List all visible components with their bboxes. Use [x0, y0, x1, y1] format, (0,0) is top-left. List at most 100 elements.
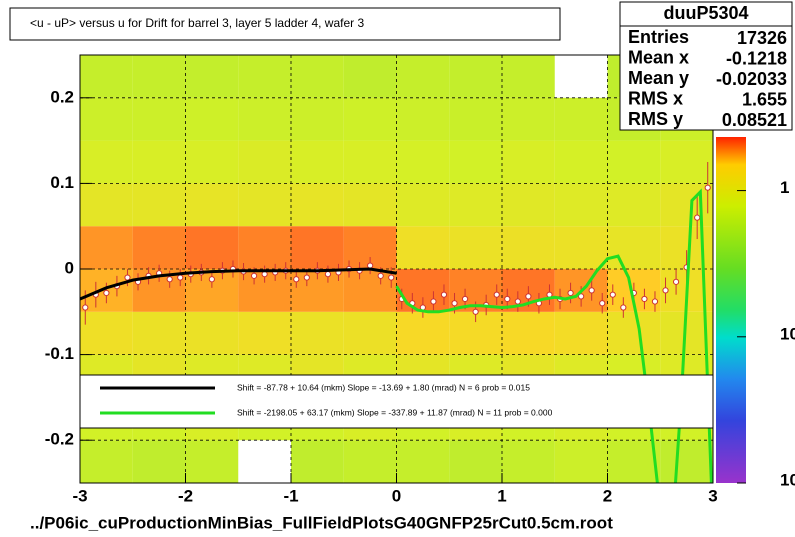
heatmap-cell — [343, 311, 397, 355]
heatmap-cell — [554, 183, 608, 227]
heatmap-cell — [291, 97, 344, 141]
heatmap-cell — [554, 440, 608, 483]
heatmap-cell — [185, 55, 239, 98]
heatmap-cell — [343, 269, 397, 312]
heatmap-cell — [185, 440, 239, 483]
stats-value: 1.655 — [742, 89, 787, 109]
heatmap-cell — [185, 311, 239, 355]
heatmap-cell — [502, 226, 555, 269]
x-tick-label: -3 — [72, 486, 87, 505]
profile-point — [694, 214, 701, 221]
stats-value: 0.08521 — [722, 110, 787, 130]
profile-point — [166, 276, 173, 283]
profile-point — [672, 278, 680, 285]
heatmap-cell — [396, 440, 450, 483]
y-tick-label: 0.2 — [50, 87, 74, 106]
heatmap-cell — [238, 140, 291, 184]
heatmap-cell — [291, 183, 344, 227]
heatmap-cell — [343, 183, 397, 227]
profile-point — [293, 276, 300, 283]
heatmap-cell — [502, 97, 555, 141]
stats-value: -0.1218 — [726, 48, 787, 68]
profile-point — [504, 295, 511, 303]
heatmap-cell — [449, 97, 502, 141]
heatmap-cell — [80, 311, 133, 355]
heatmap-cell — [291, 55, 344, 98]
stats-name: duuP5304 — [663, 3, 748, 23]
heatmap-cell — [238, 55, 291, 98]
plot-area — [80, 55, 713, 483]
chart-title: <u - uP> versus u for Drift for barrel 3… — [30, 16, 364, 30]
profile-point — [461, 295, 469, 303]
y-tick-label: -0.1 — [45, 344, 74, 363]
heatmap-cell — [132, 183, 186, 227]
heatmap-cell — [449, 440, 502, 483]
heatmap-cell — [607, 140, 661, 184]
stats-key: Entries — [628, 27, 689, 47]
heatmap-cell — [449, 140, 502, 184]
heatmap-cell — [343, 55, 397, 98]
heatmap-cell — [238, 183, 291, 227]
stats-box — [619, 1, 793, 131]
stats-value: -0.02033 — [716, 69, 787, 89]
heatmap-cell — [291, 140, 344, 184]
heatmap-cell — [238, 97, 291, 141]
profile-point — [103, 289, 110, 297]
profile-point — [609, 291, 616, 298]
heatmap-cell — [502, 183, 555, 227]
heatmap-cell — [502, 140, 555, 184]
legend-label: Shift = -2198.05 + 63.17 (mkm) Slope = -… — [237, 407, 553, 417]
profile-point — [472, 308, 479, 315]
heatmap-cell — [238, 311, 291, 355]
heatmap-cell — [396, 97, 450, 141]
profile-point — [651, 298, 659, 305]
stats-key: Mean y — [628, 68, 689, 88]
profile-point — [388, 274, 395, 281]
heatmap-cell — [660, 440, 713, 483]
z-tick-label: 10 — [780, 324, 795, 343]
heatmap-cell — [607, 440, 661, 483]
x-tick-label: 1 — [497, 486, 506, 505]
profile-point — [440, 291, 448, 298]
heatmap-cell — [80, 226, 133, 269]
title-box — [9, 7, 561, 41]
color-scale — [716, 137, 746, 483]
profile-point — [493, 291, 500, 298]
y-tick-label: 0.1 — [50, 173, 74, 192]
profile-point — [525, 293, 532, 300]
heatmap-cell — [80, 55, 133, 98]
z-tick-label: 10 — [780, 470, 795, 489]
profile-point — [250, 272, 258, 279]
x-tick-label: 3 — [708, 486, 717, 505]
heatmap-cell — [132, 311, 186, 355]
heatmap-cell — [396, 140, 450, 184]
profile-point — [514, 298, 521, 305]
heatmap-cell — [185, 140, 239, 184]
heatmap-cell — [185, 183, 239, 227]
profile-point — [303, 274, 310, 281]
heatmap-cell — [502, 55, 555, 98]
z-tick-label: 1 — [780, 178, 789, 197]
heatmap-cell — [343, 97, 397, 141]
stats-key: RMS x — [628, 88, 683, 108]
y-tick-label: -0.2 — [45, 430, 74, 449]
heatmap-cell — [449, 183, 502, 227]
heatmap-cell — [607, 226, 661, 269]
profile-point — [124, 274, 131, 281]
profile-point — [704, 184, 711, 191]
x-tick-label: 0 — [392, 486, 401, 505]
x-tick-label: -1 — [283, 486, 298, 505]
profile-point — [641, 295, 648, 303]
x-tick-label: 2 — [603, 486, 612, 505]
profile-point — [662, 287, 669, 294]
heatmap-cell — [502, 440, 555, 483]
stats-key: RMS y — [628, 109, 683, 129]
profile-point — [324, 271, 332, 278]
heatmap-cell — [502, 311, 555, 355]
heatmap-cell — [554, 97, 608, 141]
heatmap-cell — [80, 97, 133, 141]
profile-point — [208, 276, 215, 283]
heatmap-cell — [291, 311, 344, 355]
footer: ../P06ic_cuProductionMinBias_FullFieldPl… — [30, 513, 613, 532]
heatmap-cell — [554, 140, 608, 184]
